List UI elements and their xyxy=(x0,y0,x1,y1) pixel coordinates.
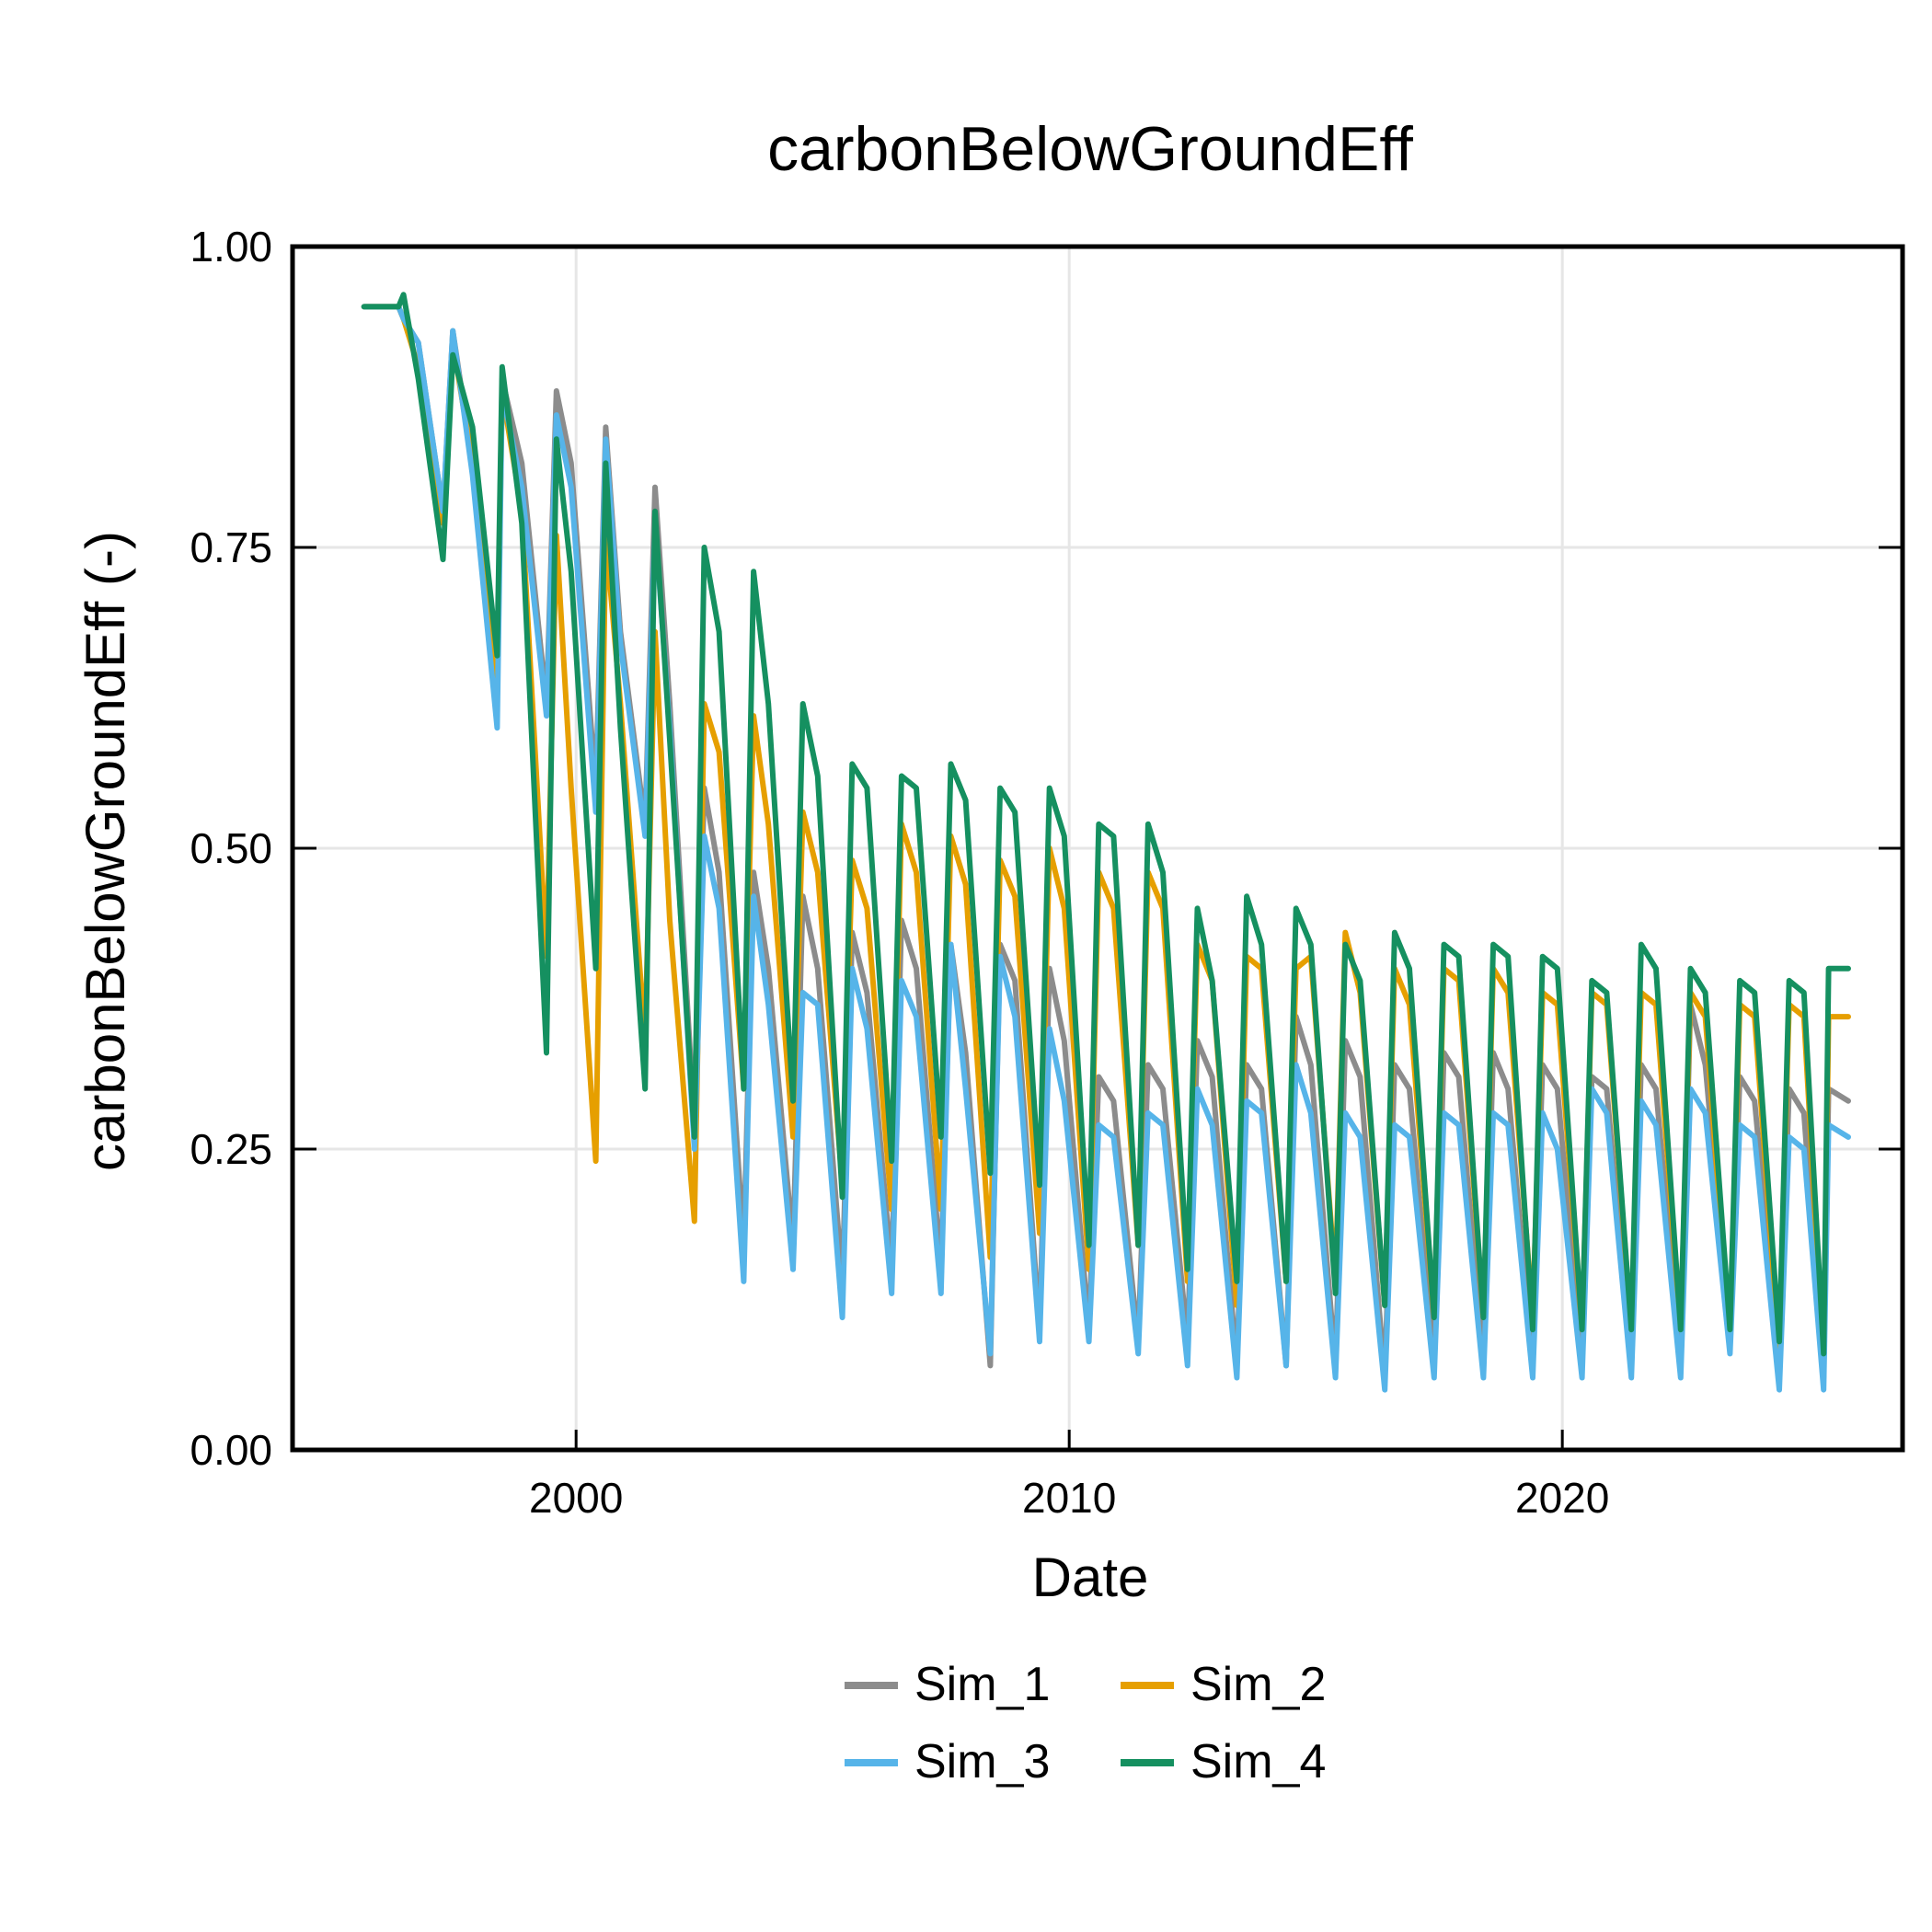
legend-label: Sim_2 xyxy=(1190,1658,1326,1711)
legend-item-sim-1: Sim_1 xyxy=(845,1658,1050,1711)
x-tick-label: 2020 xyxy=(1515,1474,1609,1522)
series-line-sim-3 xyxy=(361,304,1851,1393)
x-tick-label: 2010 xyxy=(1022,1474,1116,1522)
legend-item-sim-4: Sim_4 xyxy=(1121,1735,1326,1788)
legend-item-sim-2: Sim_2 xyxy=(1121,1658,1326,1711)
series-line-sim-4 xyxy=(361,292,1851,1357)
legend-label: Sim_1 xyxy=(914,1658,1050,1711)
y-axis-label: carbonBelowGroundEff (-) xyxy=(75,531,136,1171)
x-axis-label: Date xyxy=(1032,1547,1149,1608)
y-tick-label: 0.50 xyxy=(190,824,272,872)
axis-ticks: 0.00 0.25 0.50 0.75 1.00 2000 2010 2020 xyxy=(190,223,1903,1522)
y-tick-label: 0.25 xyxy=(190,1125,272,1173)
plot-lines xyxy=(361,292,1851,1393)
y-tick-label: 1.00 xyxy=(190,223,272,270)
y-tick-label: 0.00 xyxy=(190,1426,272,1474)
x-tick-label: 2000 xyxy=(529,1474,623,1522)
y-tick-label: 0.75 xyxy=(190,523,272,571)
legend-label: Sim_3 xyxy=(914,1735,1050,1788)
legend: Sim_1 Sim_2 Sim_3 Sim_4 xyxy=(845,1658,1326,1788)
chart-title: carbonBelowGroundEff xyxy=(767,114,1413,184)
legend-label: Sim_4 xyxy=(1190,1735,1326,1788)
legend-item-sim-3: Sim_3 xyxy=(845,1735,1050,1788)
